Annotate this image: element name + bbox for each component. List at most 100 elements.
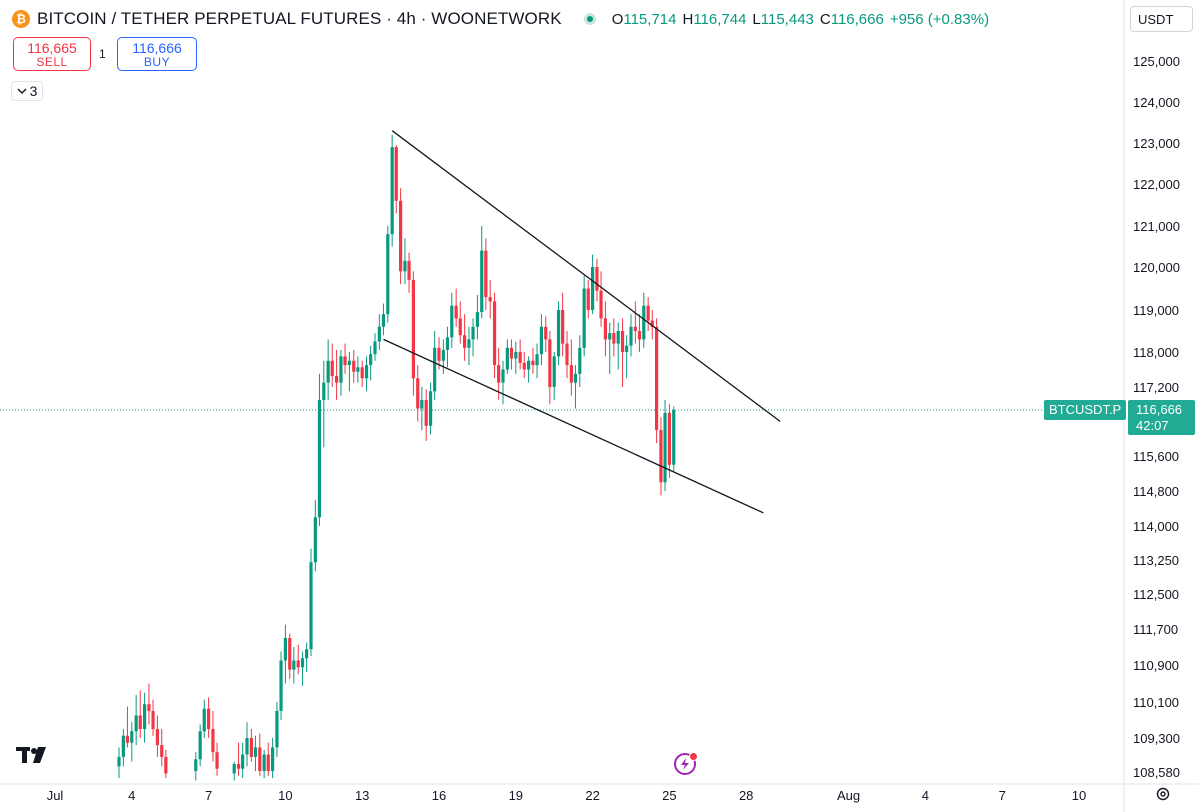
y-tick-label: 112,500 — [1133, 587, 1179, 602]
x-tick-label: 28 — [739, 788, 753, 803]
tradingview-logo-icon[interactable] — [16, 745, 52, 770]
indicators-collapse-button[interactable]: 3 — [11, 81, 43, 101]
candle — [646, 297, 650, 331]
candle-body — [497, 365, 501, 383]
y-tick-label: 122,000 — [1133, 177, 1180, 192]
candle-body — [356, 367, 360, 372]
candle — [629, 314, 633, 357]
symbol-price-label: BTCUSDT.P — [1044, 400, 1127, 420]
candle — [360, 360, 364, 387]
candle — [608, 322, 612, 374]
candle — [492, 292, 497, 379]
candle-body — [138, 715, 142, 729]
candle-body — [608, 333, 612, 340]
candle — [428, 382, 433, 435]
y-tick-label: 117,200 — [1133, 380, 1179, 395]
candle-body — [599, 290, 603, 319]
candle — [147, 683, 151, 725]
candle-body — [646, 305, 650, 321]
candle — [386, 226, 390, 323]
y-tick-label: 121,000 — [1133, 219, 1180, 234]
ohlc-close-label: C — [819, 10, 831, 28]
candle — [505, 339, 509, 374]
candle-body — [556, 310, 561, 357]
x-tick-label: 10 — [1072, 788, 1086, 803]
candle — [659, 417, 663, 496]
x-tick-label: Aug — [837, 788, 860, 803]
candle-body — [258, 747, 262, 772]
sell-button[interactable]: 116,665 SELL — [13, 37, 91, 71]
candle — [271, 738, 275, 779]
candle — [612, 318, 616, 357]
chart-legend: ₿ BITCOIN / TETHER PERPETUAL FUTURES · 4… — [12, 8, 989, 30]
candle — [616, 322, 620, 370]
candle — [522, 352, 526, 379]
candle — [381, 303, 386, 336]
x-tick-label: 7 — [999, 788, 1006, 803]
trendlines[interactable] — [383, 130, 781, 514]
candle-body — [317, 399, 322, 518]
candle-body — [151, 711, 155, 729]
candle — [258, 733, 262, 776]
candle-body — [642, 305, 646, 340]
candle — [275, 702, 279, 757]
candle-body — [198, 731, 202, 760]
settings-gear-icon[interactable] — [1155, 786, 1171, 807]
candle-body — [403, 260, 407, 272]
currency-selector[interactable]: USDT — [1130, 6, 1193, 32]
symbol-title[interactable]: BITCOIN / TETHER PERPETUAL FUTURES · 4h … — [37, 9, 562, 28]
candle — [352, 349, 356, 383]
candle-body — [407, 260, 411, 280]
candle — [586, 279, 590, 319]
x-tick-label: 16 — [432, 788, 446, 803]
ohlc-open: O115,714 — [612, 11, 677, 28]
candle — [236, 742, 241, 776]
candle — [556, 301, 561, 366]
candle-body — [544, 326, 548, 340]
flash-icon[interactable] — [674, 752, 698, 775]
candle-body — [591, 267, 595, 310]
x-axis[interactable]: Jul 4 7 10 13 16 19 22 25 28 Aug 4 7 10 — [47, 788, 1087, 803]
candle — [339, 349, 343, 396]
candle — [565, 331, 569, 379]
candle-body — [522, 362, 526, 370]
candle-body — [612, 333, 616, 344]
trendline-upper[interactable] — [391, 130, 781, 423]
candle-body — [471, 326, 475, 340]
y-tick-label: 110,900 — [1133, 658, 1179, 673]
x-tick-label: 13 — [355, 788, 369, 803]
ohlc-high: H116,744 — [682, 11, 746, 28]
candle-body — [450, 305, 454, 338]
candle-body — [603, 318, 607, 340]
candle-body — [454, 305, 458, 319]
candle — [143, 692, 147, 743]
candle — [625, 335, 629, 379]
y-axis[interactable]: 125,000 124,000 123,000 122,000 121,000 120,0… — [1133, 54, 1180, 780]
candle — [603, 301, 607, 357]
candle-body — [561, 310, 565, 344]
buy-button[interactable]: 116,666 BUY — [117, 37, 197, 71]
candle-body — [207, 708, 211, 729]
candle — [130, 722, 134, 762]
candle-body — [134, 715, 138, 732]
candle — [445, 326, 450, 368]
candle — [450, 292, 454, 348]
candle — [535, 343, 539, 379]
candle-body — [475, 312, 479, 327]
candle-body — [428, 391, 433, 426]
candle — [620, 318, 625, 387]
candle — [151, 699, 155, 736]
market-status-icon[interactable] — [583, 13, 596, 25]
candle-body — [518, 352, 522, 363]
ohlc-open-value: 115,714 — [623, 10, 677, 28]
candle — [467, 326, 471, 366]
candles — [117, 134, 676, 781]
candle-body — [360, 367, 364, 379]
candle — [377, 314, 381, 350]
candle-body — [381, 314, 386, 327]
candle — [309, 548, 313, 656]
candle — [527, 356, 531, 383]
last-price-value: 116,666 — [1136, 402, 1183, 417]
trendline-lower[interactable] — [383, 338, 764, 514]
